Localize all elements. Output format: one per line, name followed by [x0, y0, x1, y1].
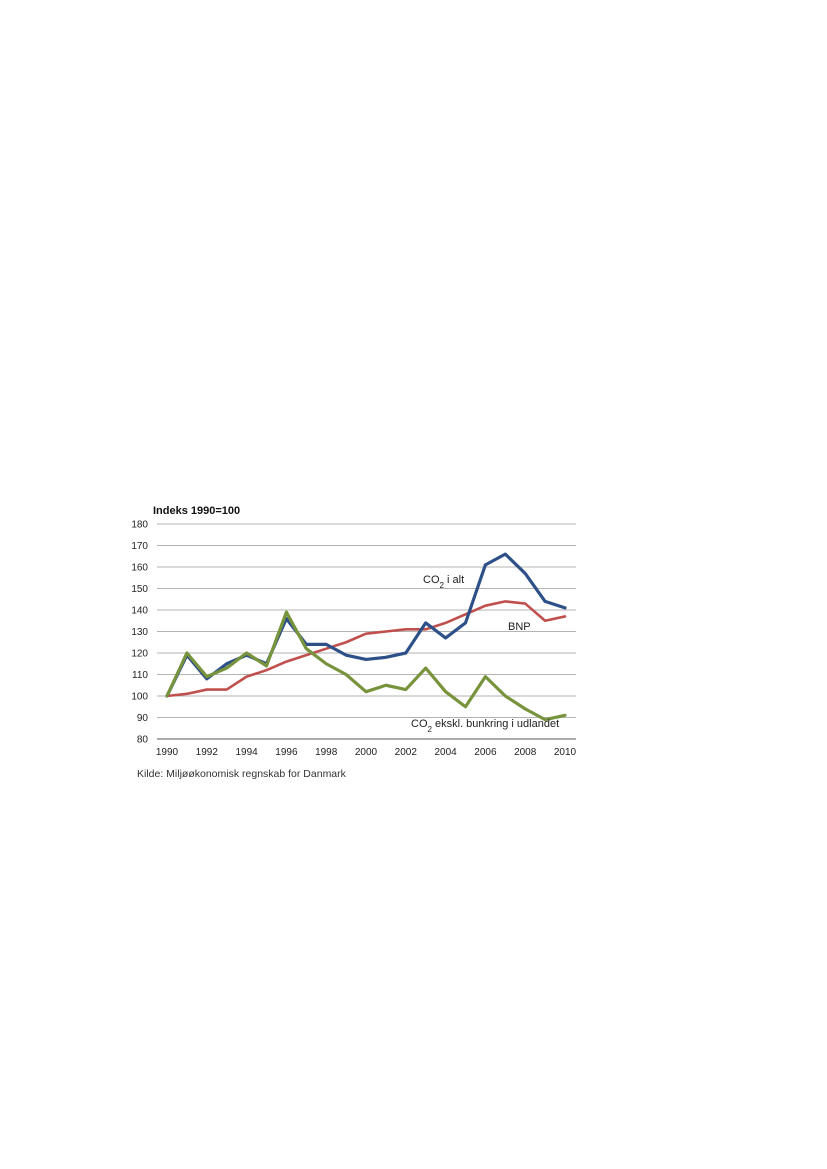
- x-tick-label: 1994: [235, 747, 258, 758]
- line-bnp: [165, 600, 567, 698]
- x-tick-label: 1990: [156, 747, 179, 758]
- x-tick-label: 2000: [355, 747, 378, 758]
- series-label-co2-excl-bunkering: CO2 ekskl. bunkring i udlandet: [411, 718, 559, 734]
- x-tick-label: 2002: [395, 747, 418, 758]
- x-tick-label: 2006: [474, 747, 497, 758]
- x-tick-label: 1992: [196, 747, 219, 758]
- y-tick-label: 150: [131, 584, 148, 595]
- x-tick-label: 1998: [315, 747, 338, 758]
- line-co2-total: [165, 552, 567, 698]
- x-tick-label: 2008: [514, 747, 537, 758]
- series-label-co2-total: CO2 i alt: [423, 574, 464, 590]
- y-tick-labels: 80 90 100 110 120 130 140 150 160 170 180: [131, 520, 148, 746]
- line-co2-excl-bunkering: [165, 610, 567, 722]
- x-tick-label: 1996: [275, 747, 298, 758]
- x-tick-label: 2010: [554, 747, 577, 758]
- x-tick-label: 2004: [434, 747, 457, 758]
- series-lines: [165, 552, 567, 722]
- y-tick-label: 180: [131, 520, 148, 531]
- y-tick-label: 80: [137, 735, 149, 746]
- grid: [157, 523, 576, 740]
- series-label-bnp: BNP: [508, 621, 531, 633]
- y-tick-label: 170: [131, 541, 148, 552]
- y-tick-label: 110: [132, 670, 148, 681]
- y-tick-label: 130: [131, 627, 148, 638]
- y-tick-label: 100: [131, 692, 148, 703]
- y-tick-label: 160: [131, 563, 148, 574]
- y-tick-label: 140: [131, 606, 148, 617]
- x-tick-labels: 1990 1992 1994 1996 1998 2000 2002 2004 2006 2008…: [156, 747, 577, 758]
- y-axis-title: Indeks 1990=100: [153, 505, 240, 517]
- y-tick-label: 90: [137, 713, 149, 724]
- y-tick-label: 120: [131, 649, 148, 660]
- source-note: Kilde: Miljøøkonomisk regnskab for Danma…: [137, 768, 347, 780]
